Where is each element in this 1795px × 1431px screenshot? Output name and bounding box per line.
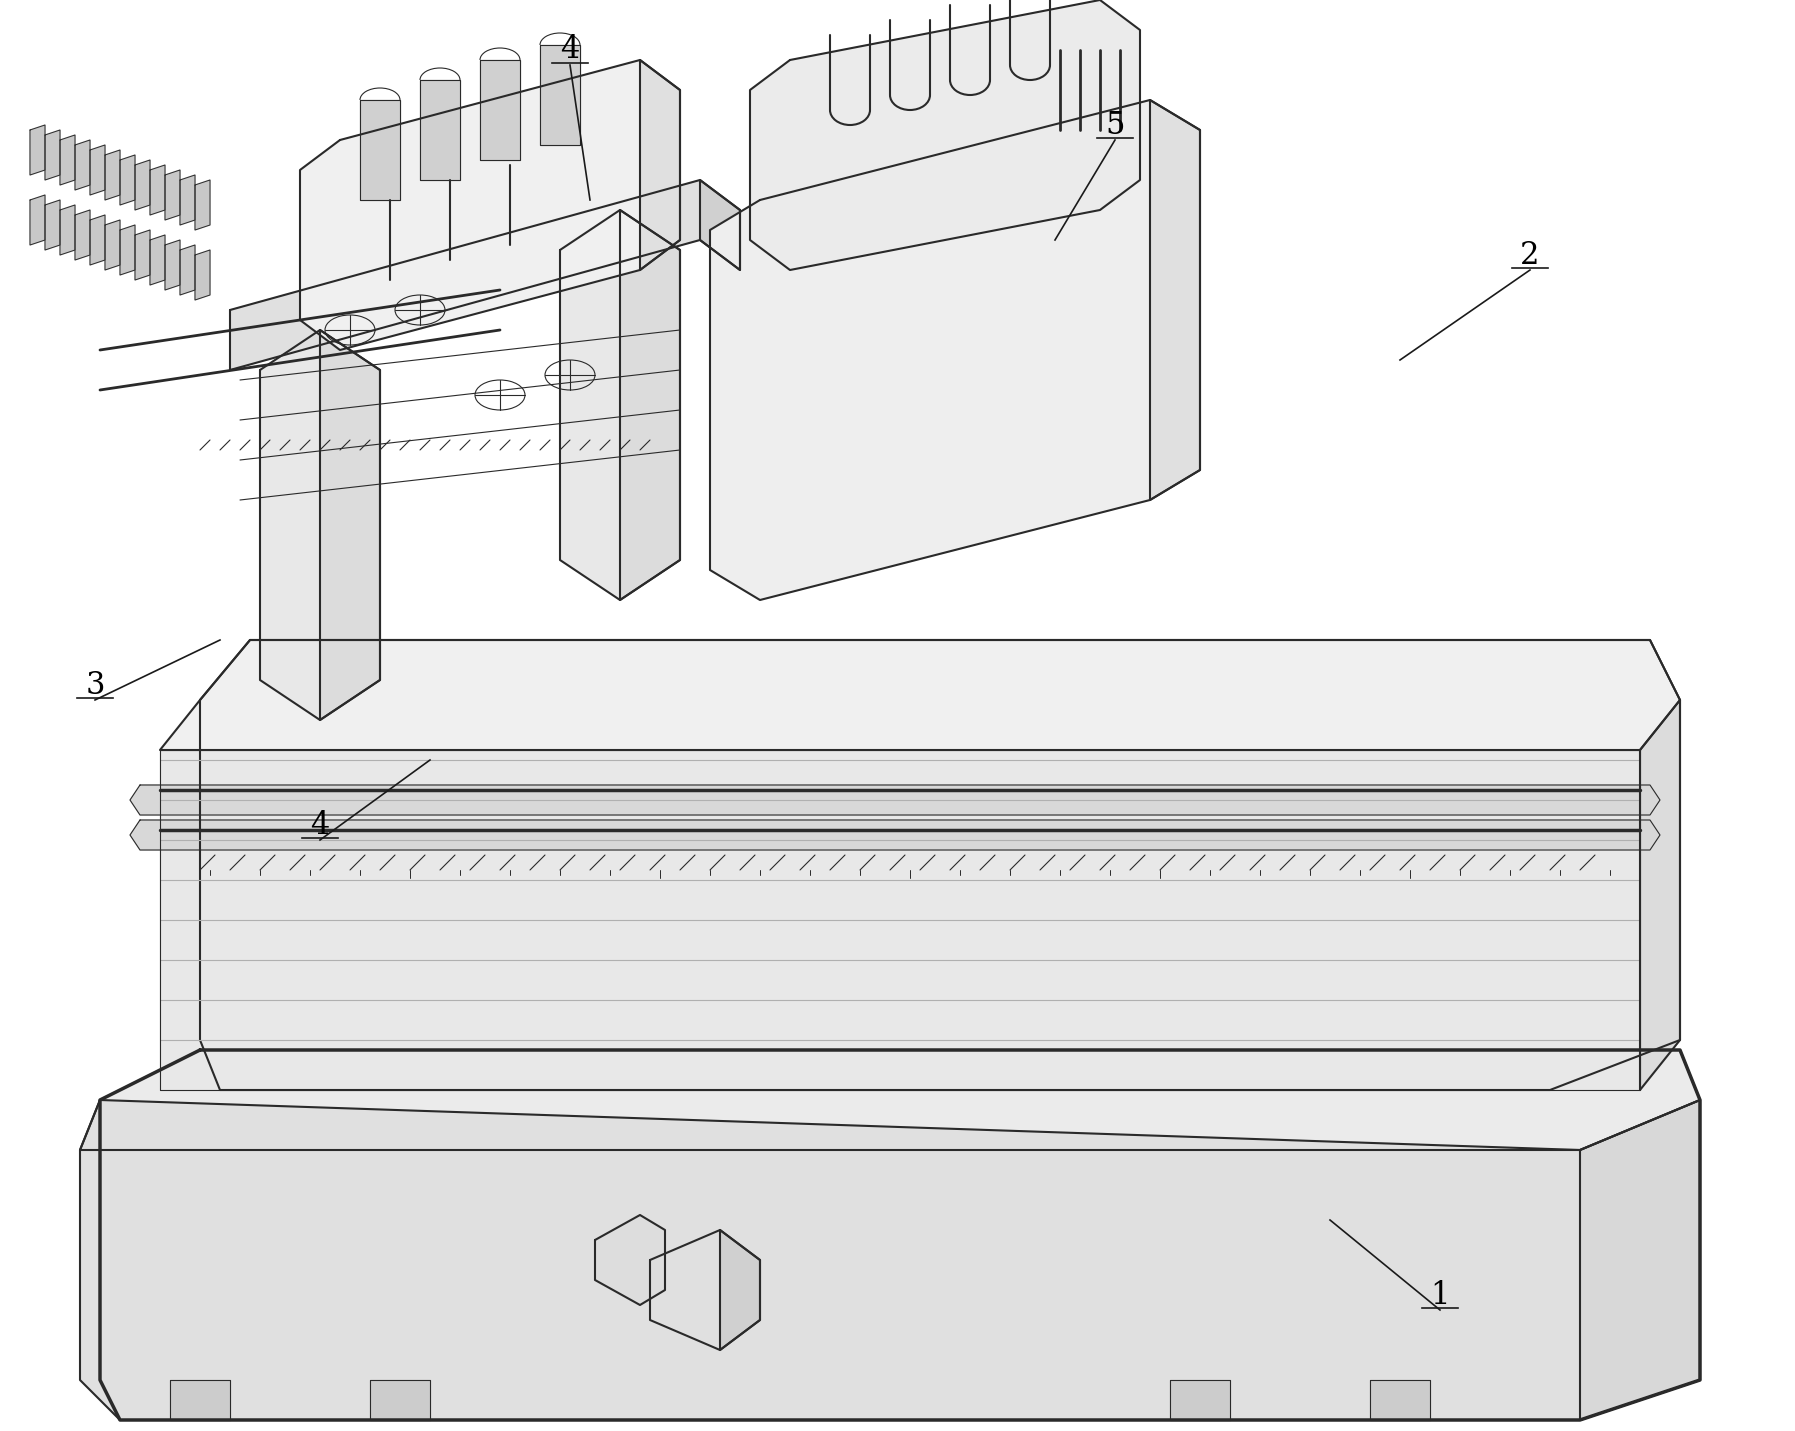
Polygon shape — [120, 225, 135, 275]
Polygon shape — [45, 200, 59, 250]
Polygon shape — [1641, 700, 1680, 1090]
Polygon shape — [300, 60, 680, 351]
Polygon shape — [320, 331, 381, 720]
Polygon shape — [1370, 1379, 1431, 1420]
Polygon shape — [230, 180, 740, 371]
Polygon shape — [540, 44, 580, 145]
Text: 1: 1 — [1431, 1279, 1450, 1311]
Polygon shape — [196, 180, 210, 230]
Polygon shape — [160, 640, 1680, 750]
Polygon shape — [151, 165, 165, 215]
Polygon shape — [135, 160, 151, 210]
Polygon shape — [75, 140, 90, 190]
Polygon shape — [120, 155, 135, 205]
Polygon shape — [420, 80, 460, 180]
Polygon shape — [180, 175, 196, 225]
Polygon shape — [104, 150, 120, 200]
Polygon shape — [711, 100, 1201, 600]
Polygon shape — [31, 195, 45, 245]
Polygon shape — [361, 100, 400, 200]
Polygon shape — [700, 180, 740, 270]
Text: 2: 2 — [1520, 239, 1540, 270]
Text: 4: 4 — [560, 34, 580, 66]
Polygon shape — [81, 1100, 1700, 1420]
Polygon shape — [650, 1231, 759, 1349]
Polygon shape — [180, 245, 196, 295]
Polygon shape — [1580, 1100, 1700, 1420]
Polygon shape — [594, 1215, 664, 1305]
Polygon shape — [720, 1231, 759, 1349]
Polygon shape — [59, 135, 75, 185]
Polygon shape — [129, 786, 1660, 816]
Polygon shape — [101, 1050, 1700, 1420]
Polygon shape — [135, 230, 151, 280]
Polygon shape — [45, 130, 59, 180]
Polygon shape — [59, 205, 75, 255]
Polygon shape — [160, 750, 1641, 1090]
Polygon shape — [641, 60, 680, 270]
Polygon shape — [129, 820, 1660, 850]
Text: 4: 4 — [311, 810, 330, 840]
Polygon shape — [619, 210, 680, 600]
Polygon shape — [196, 250, 210, 301]
Polygon shape — [199, 640, 1680, 1090]
Polygon shape — [165, 170, 180, 220]
Polygon shape — [81, 1050, 1700, 1151]
Text: 5: 5 — [1106, 110, 1125, 140]
Text: 3: 3 — [84, 670, 104, 701]
Polygon shape — [75, 210, 90, 260]
Polygon shape — [104, 220, 120, 270]
Polygon shape — [151, 235, 165, 285]
Polygon shape — [90, 215, 104, 265]
Polygon shape — [479, 60, 521, 160]
Polygon shape — [31, 124, 45, 175]
Polygon shape — [750, 0, 1140, 270]
Polygon shape — [90, 145, 104, 195]
Polygon shape — [370, 1379, 431, 1420]
Polygon shape — [171, 1379, 230, 1420]
Polygon shape — [260, 331, 381, 720]
Polygon shape — [1151, 100, 1201, 499]
Polygon shape — [560, 210, 680, 600]
Polygon shape — [165, 240, 180, 290]
Polygon shape — [1170, 1379, 1230, 1420]
